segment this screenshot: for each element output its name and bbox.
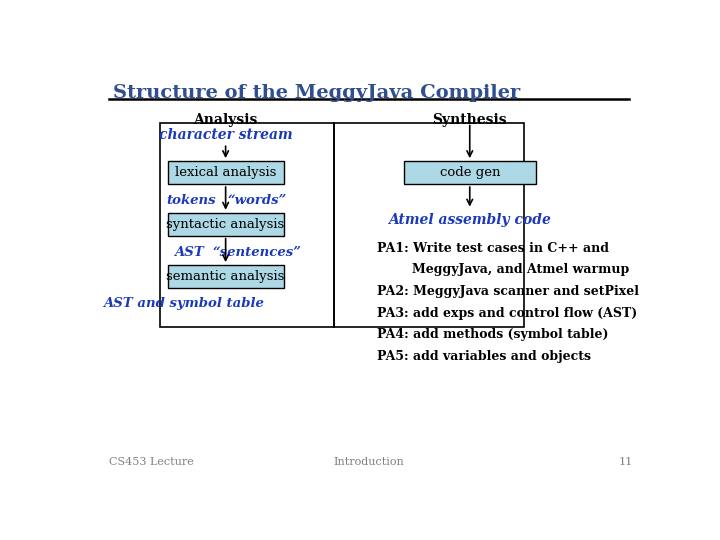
Text: code gen: code gen bbox=[439, 166, 500, 179]
Text: Synthesis: Synthesis bbox=[433, 112, 507, 126]
Text: character stream: character stream bbox=[159, 128, 292, 142]
Text: 11: 11 bbox=[618, 457, 632, 467]
Text: syntactic analysis: syntactic analysis bbox=[166, 218, 284, 231]
Text: “sentences”: “sentences” bbox=[212, 246, 301, 259]
Text: AST and symbol table: AST and symbol table bbox=[102, 298, 264, 310]
Text: lexical analysis: lexical analysis bbox=[175, 166, 276, 179]
Text: semantic analysis: semantic analysis bbox=[166, 270, 285, 283]
Bar bbox=[168, 265, 284, 288]
Bar bbox=[160, 123, 334, 327]
Text: CS453 Lecture: CS453 Lecture bbox=[109, 457, 194, 467]
Text: Introduction: Introduction bbox=[333, 457, 405, 467]
Text: PA3: add exps and control flow (AST): PA3: add exps and control flow (AST) bbox=[377, 307, 637, 320]
Text: Analysis: Analysis bbox=[194, 112, 258, 126]
Text: PA4: add methods (symbol table): PA4: add methods (symbol table) bbox=[377, 328, 608, 341]
Text: Atmel assembly code: Atmel assembly code bbox=[388, 213, 552, 227]
Text: MeggyJava, and Atmel warmup: MeggyJava, and Atmel warmup bbox=[377, 264, 629, 276]
Text: AST: AST bbox=[174, 246, 203, 259]
Text: “words”: “words” bbox=[227, 194, 287, 207]
Bar bbox=[168, 213, 284, 236]
Bar bbox=[168, 161, 284, 184]
Text: PA1: Write test cases in C++ and: PA1: Write test cases in C++ and bbox=[377, 242, 608, 255]
Text: tokens: tokens bbox=[166, 194, 215, 207]
Text: PA5: add variables and objects: PA5: add variables and objects bbox=[377, 350, 590, 363]
Text: Structure of the MeggyJava Compiler: Structure of the MeggyJava Compiler bbox=[113, 84, 521, 102]
Bar bbox=[404, 161, 536, 184]
Bar bbox=[334, 123, 524, 327]
Text: PA2: MeggyJava scanner and setPixel: PA2: MeggyJava scanner and setPixel bbox=[377, 285, 639, 298]
